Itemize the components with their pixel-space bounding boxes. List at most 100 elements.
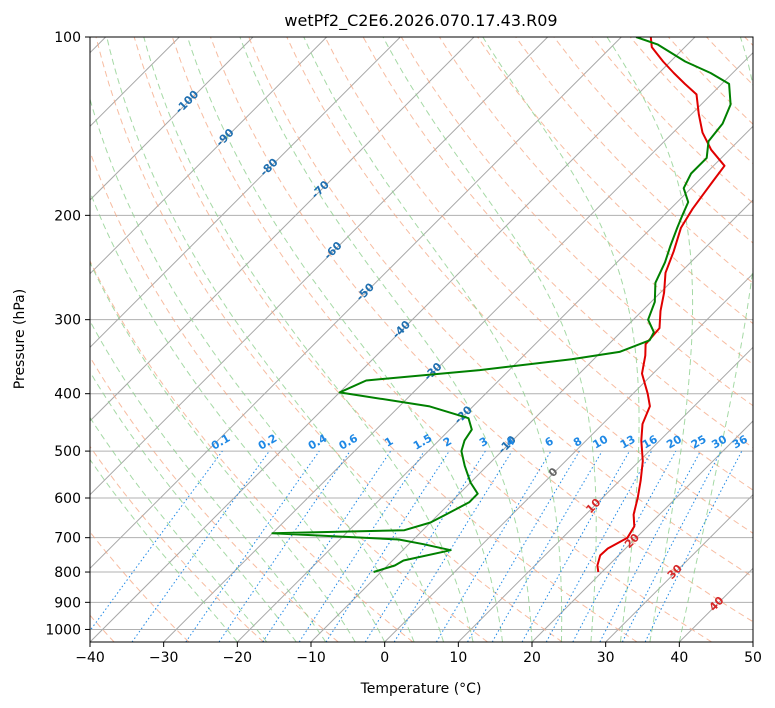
mixing-ratio-label: 16 — [640, 432, 660, 451]
x-tick-label: 20 — [523, 650, 541, 666]
moist-adiabat-line — [90, 97, 415, 642]
x-tick-label: −30 — [149, 650, 179, 666]
mixing-ratio-line — [298, 450, 425, 642]
mixing-ratio-label: 36 — [730, 432, 750, 451]
moist-adiabat-line — [239, 37, 533, 642]
dry-adiabat-line — [591, 37, 753, 204]
mixing-ratio-line — [467, 450, 580, 642]
x-tick-label: 30 — [597, 650, 615, 666]
isotherm-label: 0 — [546, 465, 561, 480]
y-tick-label: 100 — [54, 30, 81, 46]
isotherm-label: -70 — [309, 178, 332, 201]
mixing-ratio-line — [364, 450, 486, 642]
chart-grid — [90, 37, 753, 642]
y-tick-label: 1000 — [45, 622, 81, 638]
mixing-ratio-label: 8 — [571, 435, 584, 450]
mixing-ratio-line — [262, 450, 392, 642]
background-lines — [90, 37, 753, 642]
x-tick-label: 50 — [744, 650, 762, 666]
isotherm-label: -60 — [321, 239, 344, 262]
dry-adiabat-line — [133, 37, 638, 642]
mixing-ratio-line — [644, 450, 743, 642]
dry-adiabat-line — [515, 37, 753, 284]
y-tick-label: 200 — [54, 208, 81, 224]
mixing-ratio-label: 13 — [618, 433, 638, 452]
y-tick-label: 600 — [54, 491, 81, 507]
isotherm-line — [752, 641, 753, 642]
isotherm-line — [90, 37, 622, 570]
dewpoint-profile-line — [271, 37, 732, 573]
moist-adiabat-line — [90, 190, 386, 642]
moist-adiabat-line — [606, 37, 694, 642]
dry-adiabat-line — [706, 37, 753, 86]
isotherm-line — [531, 420, 753, 642]
mixing-ratio-label: 3 — [477, 435, 490, 450]
moist-adiabat-line — [382, 37, 597, 642]
dry-adiabat-line — [668, 37, 753, 125]
x-tick-label: 0 — [380, 650, 389, 666]
dry-adiabat-line — [95, 37, 563, 642]
mixing-ratio-line — [325, 450, 450, 642]
isotherm-line — [90, 37, 328, 275]
plot-frame — [89, 36, 754, 643]
mixing-ratio-line — [393, 450, 513, 642]
mixing-ratio-label: 0.1 — [209, 432, 232, 453]
moist-adiabat-line — [187, 37, 503, 642]
isotherm-label: -80 — [257, 156, 280, 179]
mixing-ratio-label: 25 — [689, 433, 709, 452]
isotherm-line — [236, 125, 753, 642]
isotherm-label: 40 — [707, 594, 727, 614]
moist-adiabat-line — [90, 458, 238, 642]
moist-adiabat-line — [90, 261, 356, 642]
isotherm-line — [90, 37, 549, 496]
isotherm-line — [90, 37, 254, 201]
isotherm-line — [384, 272, 753, 642]
x-tick-label: −10 — [296, 650, 326, 666]
x-tick-label: 40 — [670, 650, 688, 666]
dry-adiabat-line — [90, 356, 339, 642]
moist-adiabat-line — [106, 37, 445, 642]
isotherm-line — [678, 567, 753, 642]
x-tick-label: 10 — [449, 650, 467, 666]
mixing-ratio-line — [599, 450, 701, 642]
x-axis-ticks: −40 −30 −20 −10 0 10 20 30 40 50 — [75, 642, 762, 666]
dry-adiabat-line — [210, 37, 753, 623]
mixing-ratio-line — [218, 450, 351, 642]
y-axis-ticks: 100 200 300 400 500 600 700 800 900 1000 — [45, 30, 90, 638]
isotherm-label: -50 — [354, 280, 377, 303]
y-tick-label: 900 — [54, 595, 81, 611]
chart-title: wetPf2_C2E6.2026.070.17.43.R09 — [284, 11, 557, 31]
moist-adiabat-line — [90, 320, 327, 642]
sounding-series — [271, 37, 732, 573]
mixing-ratio-line — [521, 450, 630, 642]
moist-adiabat-line — [143, 37, 474, 642]
isotherm-label: -40 — [390, 318, 413, 341]
isotherm-line — [90, 37, 475, 422]
moist-adiabat-line — [678, 37, 753, 642]
dry-adiabat-line — [286, 37, 753, 534]
mixing-ratio-label: 1 — [382, 435, 395, 450]
y-tick-label: 800 — [54, 565, 81, 581]
dry-adiabat-line — [171, 37, 712, 642]
isotherm-label: -30 — [421, 360, 444, 383]
moist-adiabat-line — [482, 37, 640, 642]
moist-adiabat-line — [90, 370, 297, 642]
dry-adiabat-line — [248, 37, 753, 578]
isotherm-line — [90, 37, 696, 642]
dry-adiabat-line — [744, 37, 753, 47]
y-tick-label: 500 — [54, 444, 81, 460]
mixing-ratio-line — [572, 450, 677, 642]
mixing-ratio-label: 1.5 — [411, 432, 434, 453]
temperature-profile-line — [596, 37, 726, 573]
mixing-ratio-label: 6 — [543, 434, 556, 449]
isotherm-label: -100 — [173, 87, 202, 116]
isotherm-line — [605, 493, 753, 642]
isotherm-label: 10 — [583, 496, 603, 516]
mixing-ratio-label: 30 — [709, 432, 729, 451]
isotherm-label: -90 — [213, 126, 236, 149]
y-tick-label: 300 — [54, 313, 81, 329]
y-tick-label: 700 — [54, 531, 81, 547]
dry-adiabat-line — [90, 445, 264, 642]
